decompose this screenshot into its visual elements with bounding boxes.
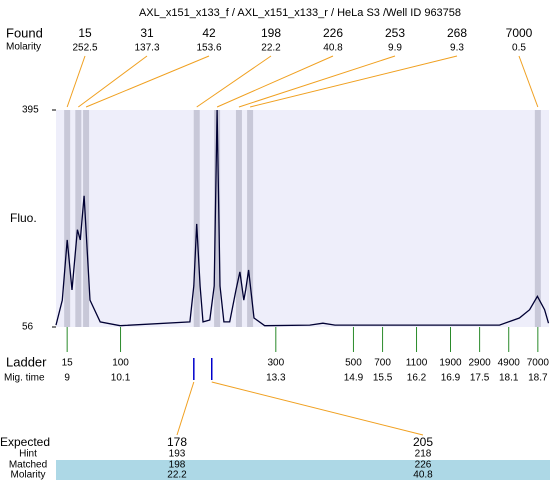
found-size: 253	[385, 26, 405, 40]
ladder-time: 9	[64, 373, 70, 384]
expected-hint: 218	[415, 449, 432, 460]
found-molarity: 40.8	[323, 43, 343, 54]
ladder-time: 10.1	[111, 373, 131, 384]
ladder-time: 16.9	[441, 373, 461, 384]
chart-title: AXL_x151_x133_f / AXL_x151_x133_r / HeLa…	[139, 7, 461, 19]
found-molarity: 153.6	[196, 43, 221, 54]
ladder-time: 16.2	[407, 373, 427, 384]
ladder-size: 1100	[406, 358, 428, 369]
y-tick-label: 395	[22, 105, 39, 116]
found-band	[83, 110, 90, 327]
found-molarity: 22.2	[261, 43, 281, 54]
found-band	[214, 110, 221, 327]
matched-label: Matched	[9, 460, 47, 471]
ladder-size: 300	[267, 358, 284, 369]
found-connector	[249, 55, 458, 108]
found-band	[75, 110, 82, 327]
ladder-size: 1900	[439, 358, 462, 369]
found-size: 226	[323, 26, 343, 40]
y-tick-label: 56	[22, 322, 34, 333]
found-sub-label: Molarity	[6, 42, 41, 53]
expected-matched: 198	[169, 460, 186, 471]
ladder-time: 14.9	[344, 373, 364, 384]
y-label: Fluo.	[10, 211, 37, 225]
ladder-size: 2900	[468, 358, 491, 369]
found-molarity: 0.5	[512, 43, 526, 54]
found-molarity: 9.3	[450, 43, 464, 54]
expected-molarity: 22.2	[167, 470, 187, 480]
found-band	[193, 110, 200, 327]
found-molarity: 9.9	[388, 43, 402, 54]
ladder-time: 17.5	[470, 373, 490, 384]
matched-band	[56, 460, 550, 480]
trace	[55, 109, 550, 327]
found-size: 268	[447, 26, 467, 40]
expected-size: 178	[167, 435, 187, 449]
found-molarity: 137.3	[134, 43, 159, 54]
found-size: 15	[78, 26, 92, 40]
found-connector	[78, 55, 148, 108]
ladder-sub-label: Mig. time	[4, 373, 45, 384]
ladder-size: 100	[112, 358, 129, 369]
found-size: 7000	[506, 26, 533, 40]
found-molarity: 252.5	[72, 43, 97, 54]
ladder-size: 4900	[498, 358, 521, 369]
found-band	[534, 110, 541, 327]
ladder-time: 13.3	[266, 373, 286, 384]
ladder-label: Ladder	[6, 354, 47, 369]
expected-molarity: 40.8	[413, 470, 433, 480]
found-connector	[518, 55, 539, 108]
found-connector	[85, 55, 210, 108]
ladder-time: 18.1	[499, 373, 519, 384]
plot-area	[56, 110, 549, 327]
ladder-time: 18.7	[528, 373, 548, 384]
found-connector	[66, 55, 86, 108]
found-connector	[216, 55, 334, 108]
found-size: 42	[202, 26, 216, 40]
found-size: 31	[140, 26, 154, 40]
found-connector	[238, 55, 396, 108]
expected-connector	[176, 381, 195, 436]
found-band	[235, 110, 242, 327]
ladder-size: 700	[374, 358, 391, 369]
expected-connector	[211, 381, 424, 436]
ladder-size: 7000	[527, 358, 550, 369]
expected-label: Expected	[0, 435, 50, 449]
ladder-time: 15.5	[373, 373, 393, 384]
found-band	[64, 110, 71, 327]
molarity-label: Molarity	[10, 470, 45, 480]
found-size: 198	[261, 26, 281, 40]
hint-label: Hint	[19, 449, 37, 460]
found-label: Found	[6, 25, 43, 40]
found-band	[247, 110, 254, 327]
ladder-size: 15	[62, 358, 74, 369]
ladder-size: 500	[345, 358, 362, 369]
found-connector	[196, 55, 272, 108]
expected-hint: 193	[169, 449, 186, 460]
expected-matched: 226	[415, 460, 432, 471]
expected-size: 205	[413, 435, 433, 449]
